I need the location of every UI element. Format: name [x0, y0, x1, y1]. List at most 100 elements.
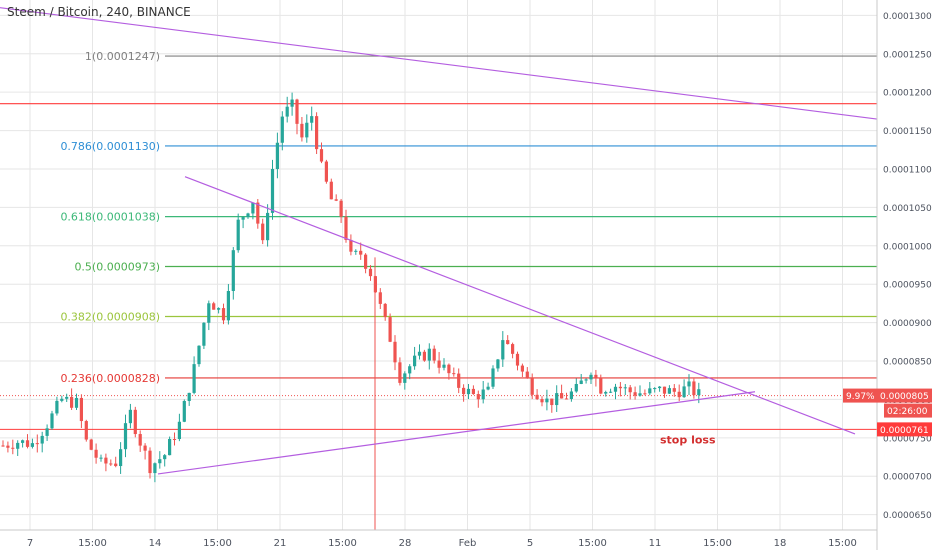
fib-level-label: 0.382(0.0000908) [60, 310, 160, 323]
candle-body [555, 393, 559, 406]
x-tick-label: 11 [649, 538, 662, 549]
candle-body [329, 181, 333, 200]
fib-level-label: 1(0.0001247) [85, 50, 160, 63]
candle-body [462, 387, 466, 395]
candle-body [104, 457, 108, 464]
candle-body [261, 223, 265, 241]
candle-body [324, 161, 328, 182]
last-price-change-badge-bg [843, 388, 877, 403]
x-tick-label: Feb [459, 538, 477, 549]
candle-body [501, 340, 505, 360]
candle-body [300, 123, 304, 138]
candle-body [486, 386, 490, 390]
stop-loss-badge-bg [877, 422, 932, 437]
candle-body [447, 364, 451, 374]
candle-body [21, 440, 25, 443]
trend-lines [0, 7, 878, 475]
level-labels: 1(0.0001247) 0.786(0.0001130) 0.618(0.0001… [60, 50, 716, 446]
last-price-badge: 0.0000805 [877, 388, 932, 403]
candle-body [344, 216, 348, 240]
candle-body [574, 383, 578, 392]
x-tick-label: 28 [399, 538, 412, 549]
x-tick-label: 14 [149, 538, 162, 549]
candle-body [672, 388, 676, 392]
grid [0, 0, 877, 530]
candle-body [633, 392, 637, 396]
candle-body [628, 387, 632, 393]
candle-body [339, 200, 343, 217]
candle-body [682, 386, 686, 398]
fib-level-label: 0.786(0.0001130) [60, 140, 160, 153]
candle-body [207, 303, 211, 323]
candle-body [202, 322, 206, 346]
candle-body [148, 450, 152, 474]
countdown-badge-text: 02:26:00 [887, 407, 928, 417]
candle-body [354, 250, 358, 252]
fib-level-label: 0.618(0.0001038) [60, 211, 160, 224]
y-tick-label: 0.0000750 [883, 434, 932, 444]
x-tick-label: 15:00 [703, 538, 732, 549]
candle-body [55, 400, 59, 414]
candle-body [452, 373, 456, 375]
candle-body [187, 392, 191, 401]
candle-body [40, 435, 44, 444]
candle-body [496, 359, 500, 369]
candle-body [212, 303, 216, 310]
candle-body [172, 439, 177, 441]
candle-body [623, 387, 627, 389]
y-tick-label: 0.0000650 [883, 511, 932, 521]
ascending-trendline [157, 391, 756, 475]
last-price-change-badge: 9.97% [843, 388, 877, 403]
candle-body [378, 292, 382, 304]
y-tick-label: 0.0000700 [883, 473, 932, 483]
candle-body [177, 421, 181, 440]
candle-body [638, 393, 642, 396]
candle-body [427, 348, 431, 361]
x-tick-label: 21 [274, 538, 287, 549]
candle-body [584, 379, 588, 381]
x-tick-label: 5 [527, 538, 533, 549]
candle-body [45, 428, 49, 436]
x-tick-label: 15:00 [328, 538, 357, 549]
candle-body [564, 398, 569, 400]
candle-body [285, 106, 289, 117]
candle-body [648, 388, 652, 394]
x-tick-label: 15:00 [203, 538, 232, 549]
candle-body [275, 142, 279, 170]
candle-body [133, 409, 137, 435]
candle-body [368, 268, 373, 277]
candle-body [221, 308, 226, 321]
candle-body [280, 116, 284, 143]
candle-body [413, 355, 417, 367]
candles [1, 92, 701, 530]
last-price-badge-bg [877, 388, 932, 403]
candle-body [158, 459, 162, 464]
candle-body [364, 254, 368, 269]
x-tick-label: 15:00 [78, 538, 107, 549]
candle-body [653, 388, 657, 390]
y-tick-label: 0.0000850 [883, 358, 932, 368]
candle-body [168, 439, 172, 456]
candle-body [550, 398, 554, 406]
candle-body [251, 202, 255, 214]
candle-body [643, 393, 647, 395]
candle-body [476, 394, 480, 400]
y-tick-label: 0.0001250 [883, 50, 932, 60]
candle-body [231, 250, 235, 291]
candle-body [89, 439, 93, 450]
candle-body [197, 345, 201, 365]
candle-body [70, 396, 74, 408]
candle-body [50, 413, 54, 429]
candle-body [599, 377, 603, 394]
candle-body [143, 445, 147, 451]
candle-body [256, 202, 260, 224]
candle-body [466, 388, 471, 395]
candle-body [471, 388, 475, 395]
candle-body [241, 217, 245, 220]
candle-body [153, 463, 157, 474]
candle-body [182, 400, 186, 422]
y-tick-label: 0.0001300 [883, 12, 932, 22]
